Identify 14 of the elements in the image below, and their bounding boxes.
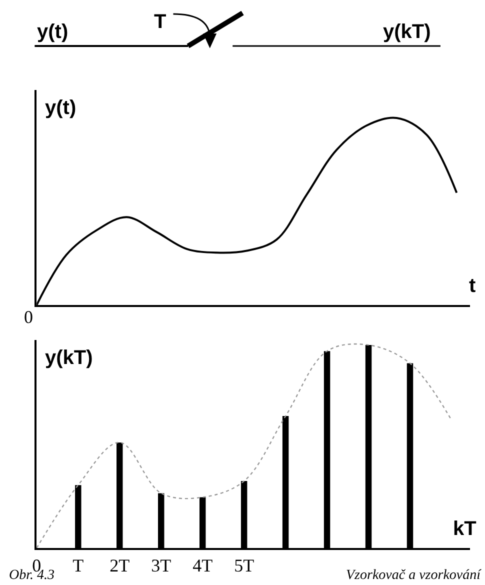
text: y(t) — [37, 21, 68, 43]
x-axis-title: kT — [453, 518, 476, 540]
x-tick-label: 2T — [110, 556, 130, 576]
text: Vzorkovač a vzorkování — [346, 568, 482, 583]
x-tick-label: T — [72, 556, 84, 576]
text: 0 — [24, 307, 33, 327]
text: T — [154, 11, 166, 33]
x-tick-label: 4T — [192, 556, 213, 576]
y-axis-title: y(t) — [45, 97, 76, 119]
x-axis-title: t — [469, 275, 476, 297]
text: y(kT) — [383, 21, 431, 43]
y-axis-title: y(kT) — [45, 347, 93, 369]
x-tick-label: 3T — [151, 556, 172, 576]
x-tick-label: 5T — [234, 556, 254, 576]
